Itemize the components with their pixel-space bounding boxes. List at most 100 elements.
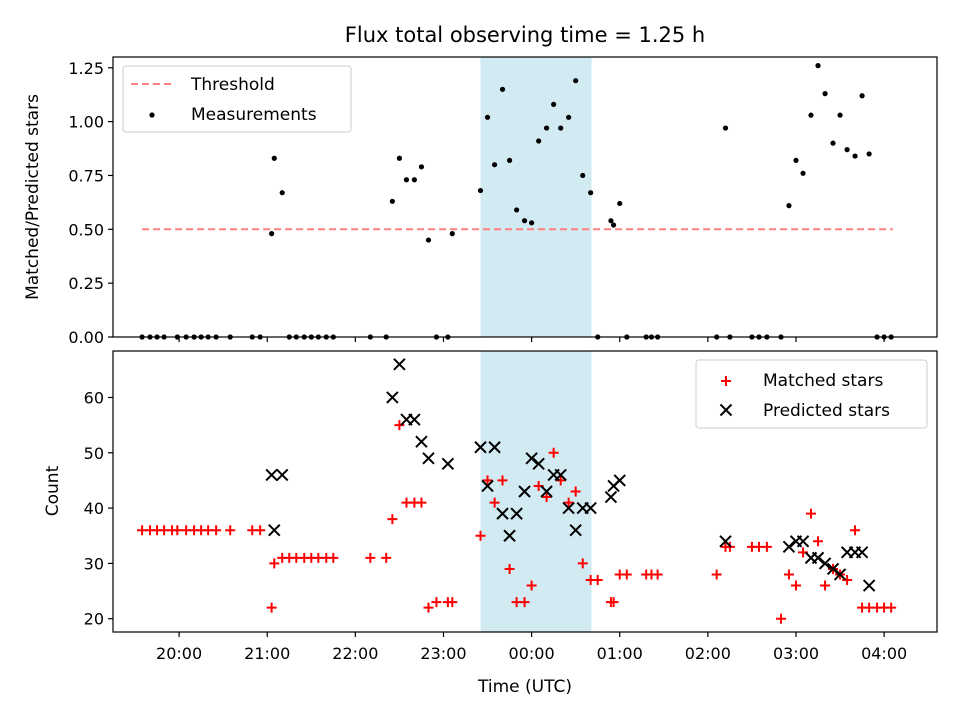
measurement-point (425, 237, 432, 243)
measurement-point (837, 112, 843, 118)
bottom-x-tick-label: 22:00 (332, 644, 378, 663)
matched-star-marker (548, 447, 559, 458)
predicted-star-marker (811, 551, 825, 565)
matched-star-marker (813, 536, 824, 547)
matched-star-marker (387, 514, 398, 525)
matched-star-marker (526, 580, 537, 591)
bottom-x-tick-label: 03:00 (773, 644, 819, 663)
matched-star-marker (416, 497, 427, 508)
predicted-star-marker (441, 457, 455, 471)
measurement-point (551, 101, 557, 107)
matched-star-marker (541, 492, 552, 503)
predicted-star-marker (862, 579, 876, 592)
legend-matched-swatch (721, 376, 731, 386)
measurement-point (852, 153, 858, 159)
predicted-star-marker (518, 485, 531, 498)
predicted-star-marker (503, 529, 516, 542)
legend-measurements-label: Measurements (191, 105, 317, 125)
bottom-y-axis-label: Count (43, 465, 63, 516)
matched-star-marker (328, 552, 339, 563)
predicted-star-marker (510, 507, 523, 520)
measurement-point (610, 222, 617, 228)
bottom-x-axis-label: Time (UTC) (477, 677, 572, 697)
measurement-point (521, 218, 528, 224)
predicted-star-marker (275, 468, 289, 482)
predicted-star-marker (554, 468, 567, 482)
top-y-axis-label: Matched/Predicted stars (23, 94, 43, 300)
top-y-tick-label: 0.25 (68, 274, 104, 293)
bottom-x-tick-label: 04:00 (861, 644, 907, 663)
top-legend: Threshold Measurements (122, 65, 352, 133)
predicted-star-marker (719, 535, 732, 548)
matched-star-marker (783, 569, 794, 580)
matched-star-marker (504, 563, 515, 574)
measurement-point (529, 220, 535, 226)
measurement-point (499, 86, 506, 92)
matched-star-marker (592, 575, 603, 586)
matched-star-marker (790, 580, 801, 591)
top-y-tick-label: 0.75 (68, 166, 104, 185)
top-plot-panel: 0.00 0.25 0.50 0.75 1.00 1.25 Matched/Predict… (23, 56, 938, 347)
matched-star-marker (842, 575, 853, 586)
measurement-point (279, 190, 285, 196)
measurement-point (573, 78, 579, 84)
matched-star-marker (577, 558, 588, 569)
predicted-star-marker (532, 457, 545, 471)
predicted-star-marker (525, 452, 538, 465)
predicted-star-marker (415, 435, 428, 448)
matched-star-marker (475, 530, 486, 541)
predicted-star-marker (562, 501, 575, 515)
top-plot-frame (112, 56, 938, 338)
predicted-star-marker (613, 474, 626, 487)
matched-star-marker (555, 475, 566, 486)
predicted-star-marker (818, 557, 832, 570)
measurement-point (536, 138, 542, 144)
matched-star-marker (431, 597, 442, 608)
top-y-tick-label: 1.25 (68, 59, 104, 78)
measurement-point (543, 125, 550, 131)
bottom-y-tick-label: 20 (84, 610, 104, 629)
measurement-point (830, 140, 836, 146)
legend-predicted-swatch (719, 403, 733, 417)
bottom-plot-panel: 20 30 40 50 60 20:00 21:00 22:00 23:00 00:00 01:0… (43, 350, 938, 697)
matched-star-marker (255, 525, 266, 536)
predicted-star-marker (268, 524, 281, 537)
matched-star-marker (850, 525, 861, 536)
predicted-star-marker (386, 391, 399, 404)
matched-star-marker (761, 541, 772, 552)
predicted-star-marker (796, 535, 810, 548)
measurement-point (608, 218, 614, 224)
matched-star-marker (497, 475, 508, 486)
predicted-star-marker (826, 562, 840, 576)
measurement-point (588, 190, 594, 196)
matched-star-marker (225, 525, 236, 536)
predicted-star-marker (604, 490, 618, 504)
measurement-point (418, 164, 425, 170)
top-legend-box (122, 65, 352, 133)
measurement-point (389, 198, 395, 204)
bottom-x-tick-label: 23:00 (420, 644, 466, 663)
predicted-star-marker (481, 479, 494, 493)
measurement-point (844, 147, 850, 153)
measurement-point (617, 200, 623, 207)
measurement-point (271, 155, 277, 161)
measurement-point (866, 151, 872, 157)
matched-star-marker (711, 569, 722, 580)
legend-measurements-swatch (149, 112, 155, 118)
measurement-point (566, 114, 572, 120)
measurement-point (269, 231, 275, 237)
predicted-star-marker (408, 413, 421, 426)
measurement-point (514, 207, 520, 213)
bottom-x-tick-label: 00:00 (509, 644, 555, 663)
matched-star-marker (394, 420, 405, 431)
matched-star-marker (519, 597, 530, 608)
measurement-point (815, 63, 821, 69)
measurement-point (449, 231, 455, 237)
measurement-point (484, 114, 491, 120)
matched-star-marker (489, 497, 500, 508)
predicted-star-marker (584, 501, 597, 515)
bottom-x-tick-label: 01:00 (597, 644, 643, 663)
predicted-star-marker (265, 468, 278, 482)
measurement-point (477, 187, 484, 194)
bottom-x-tick-label: 20:00 (156, 644, 202, 663)
